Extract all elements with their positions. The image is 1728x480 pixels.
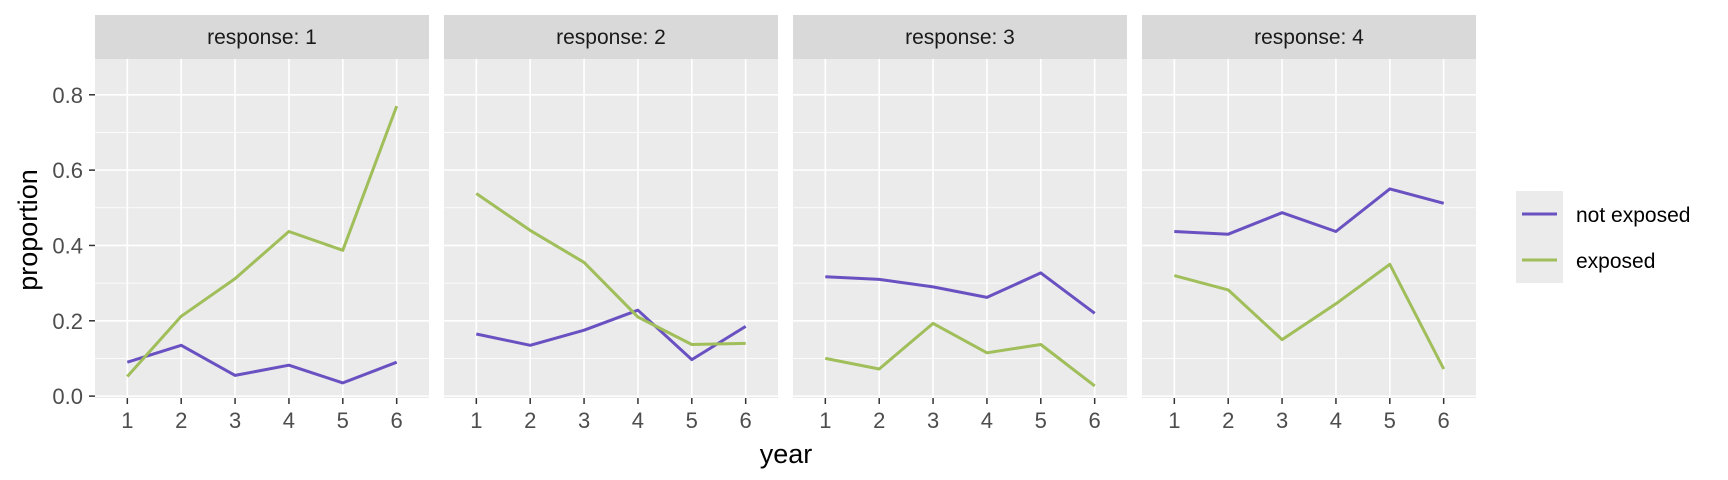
facet-strip-label: response: 1 <box>207 26 317 49</box>
x-tick-label: 5 <box>686 408 698 433</box>
x-tick-label: 3 <box>229 408 241 433</box>
x-tick-label: 1 <box>121 408 133 433</box>
x-tick-label: 2 <box>1222 408 1234 433</box>
x-tick-label: 6 <box>391 408 403 433</box>
y-tick-label: 0.2 <box>52 309 83 334</box>
x-tick-label: 3 <box>578 408 590 433</box>
x-tick-label: 1 <box>1168 408 1180 433</box>
legend: not exposed exposed <box>1516 191 1690 283</box>
legend-label: exposed <box>1576 250 1655 273</box>
facet-strip <box>793 15 1127 59</box>
x-tick-label: 4 <box>1330 408 1342 433</box>
facet-strip <box>95 15 429 59</box>
facet-panel: response: 4 1 2 3 4 5 6 <box>1142 15 1476 433</box>
series-line-not-exposed <box>126 343 398 385</box>
panel-background <box>793 59 1127 398</box>
y-tick-label: 0.8 <box>52 83 83 108</box>
x-tick-label: 2 <box>873 408 885 433</box>
y-tick-label: 0.6 <box>52 158 83 183</box>
facet-strip-label: response: 2 <box>556 26 666 49</box>
facet-strip <box>1142 15 1476 59</box>
x-axis-title: year <box>760 439 813 469</box>
facet-strip <box>444 15 778 59</box>
legend-item: not exposed <box>1516 191 1690 237</box>
facet-panel: response: 1 1 2 3 4 5 6 <box>95 15 429 433</box>
x-tick-label: 4 <box>632 408 644 433</box>
x-tick-label: 5 <box>337 408 349 433</box>
x-tick-label: 2 <box>524 408 536 433</box>
x-tick-label: 4 <box>283 408 295 433</box>
series-line-exposed <box>475 192 746 346</box>
y-tick-label: 0.4 <box>52 233 83 258</box>
facet-panel: response: 3 1 2 3 4 5 6 <box>793 15 1127 433</box>
y-axis: 0.0 0.2 0.4 0.6 0.8 <box>52 83 95 409</box>
x-tick-label: 6 <box>1089 408 1101 433</box>
series-line-not-exposed <box>1174 187 1445 236</box>
x-tick-label: 2 <box>175 408 187 433</box>
panel-background <box>1142 59 1476 398</box>
facet-strip-label: response: 4 <box>1254 26 1364 49</box>
series-line-exposed <box>126 105 399 378</box>
x-tick-label: 1 <box>470 408 482 433</box>
facet-strip-label: response: 3 <box>905 26 1015 49</box>
x-tick-label: 3 <box>927 408 939 433</box>
series-line-exposed <box>825 321 1096 388</box>
y-tick-label: 0.0 <box>52 384 83 409</box>
series-line-exposed <box>1173 262 1446 370</box>
legend-label: not exposed <box>1576 204 1690 227</box>
x-tick-label: 3 <box>1276 408 1288 433</box>
x-tick-label: 5 <box>1035 408 1047 433</box>
x-tick-label: 6 <box>1438 408 1450 433</box>
series-line-not-exposed <box>475 308 747 362</box>
legend-item: exposed <box>1516 237 1655 283</box>
x-tick-label: 1 <box>819 408 831 433</box>
y-axis-title: proportion <box>13 169 43 291</box>
panel-background <box>444 59 778 398</box>
series-line-not-exposed <box>825 271 1096 315</box>
panel-background <box>95 59 429 398</box>
x-tick-label: 5 <box>1384 408 1396 433</box>
facet-panel: response: 2 1 2 3 4 5 6 <box>444 15 778 433</box>
x-tick-label: 4 <box>981 408 993 433</box>
x-tick-label: 6 <box>740 408 752 433</box>
